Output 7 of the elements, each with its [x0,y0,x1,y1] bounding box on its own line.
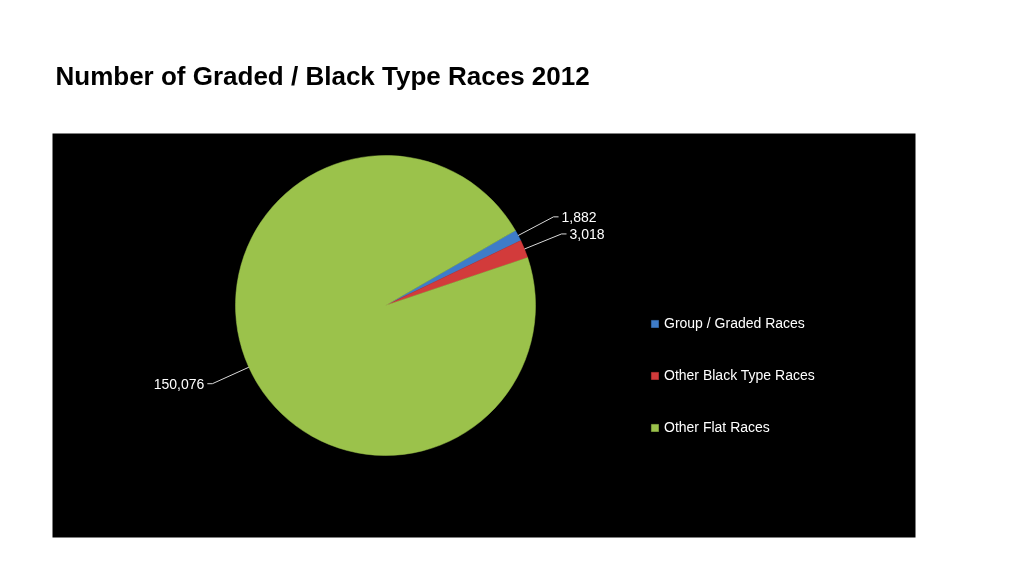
legend-label: Other Black Type Races [664,366,815,385]
legend-label: Other Flat Races [664,418,770,437]
data-label: 150,076 [153,375,205,392]
data-label: 1,882 [561,208,597,225]
legend-label: Group / Graded Races [664,314,805,333]
chart-title: Number of Graded / Black Type Races 2012 [55,60,590,91]
data-label: 3,018 [569,225,605,242]
